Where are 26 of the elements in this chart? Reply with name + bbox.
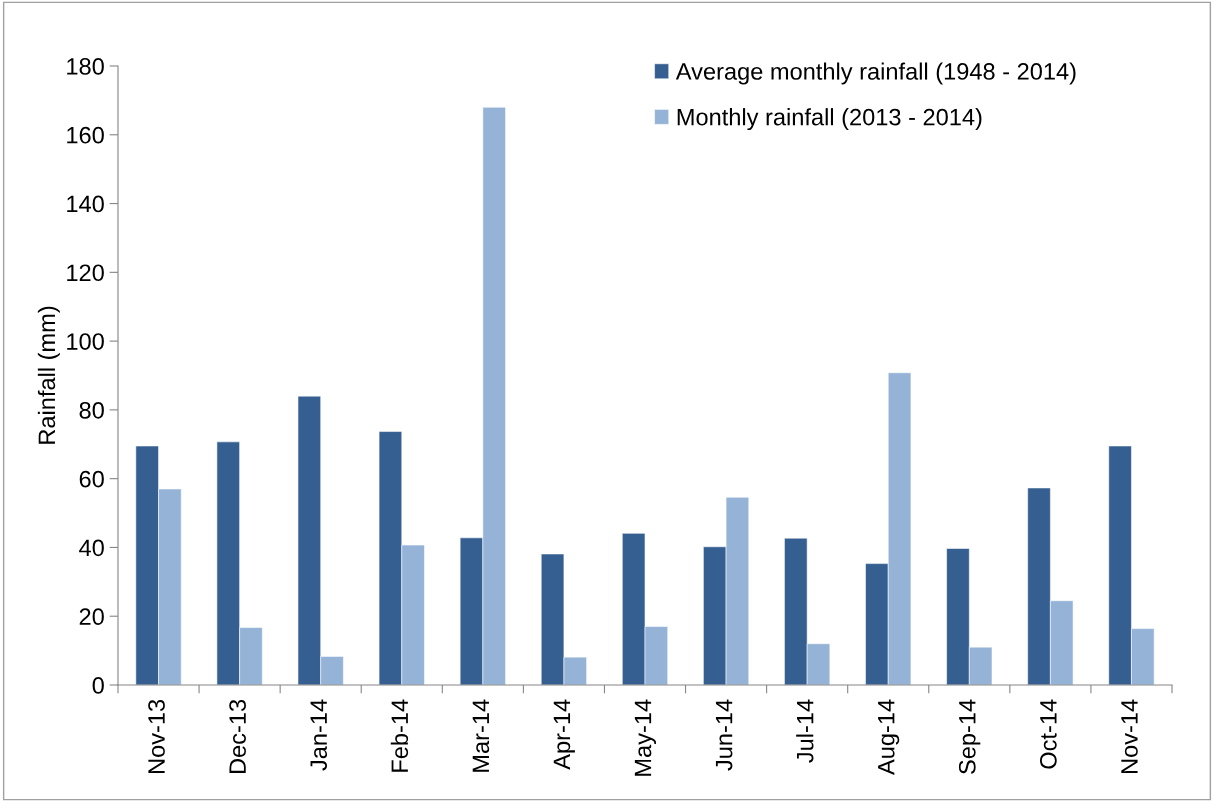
x-tick-label: Mar-14 <box>472 699 490 772</box>
x-tick-label: Feb-14 <box>390 699 409 772</box>
y-axis-title: Rainfall (mm) <box>37 306 60 444</box>
y-tick-label: 180 <box>67 58 104 75</box>
x-tick-label: Sep-14 <box>958 699 981 774</box>
x-tick-label: Aug-14 <box>878 699 900 775</box>
x-tick-label: May-14 <box>634 699 656 776</box>
x-tick-label: Nov-14 <box>1121 699 1138 774</box>
x-tick-label: Dec-13 <box>229 699 246 774</box>
y-tick-label: 20 <box>79 608 104 626</box>
x-tick-label: Nov-13 <box>148 699 165 774</box>
y-tick-label: 120 <box>67 264 104 282</box>
x-tick-label: Oct-14 <box>1040 699 1057 769</box>
x-tick-label: Jun-14 <box>715 699 733 771</box>
y-tick-label: 160 <box>67 126 104 144</box>
legend-label: Monthly rainfall (2013 - 2014) <box>677 108 982 131</box>
x-tick-label: Jan-14 <box>310 699 328 771</box>
y-tick-label: 40 <box>79 539 104 557</box>
y-tick-label: 60 <box>79 470 104 488</box>
x-tick-label: Apr-14 <box>553 699 575 770</box>
y-tick-label: 0 <box>92 677 104 694</box>
x-tick-label: Jul-14 <box>796 699 814 763</box>
y-tick-label: 140 <box>67 195 104 213</box>
y-tick-label: 80 <box>79 401 104 419</box>
y-tick-label: 100 <box>67 333 104 350</box>
legend-label: Average monthly rainfall (1948 - 2014) <box>675 62 1076 85</box>
